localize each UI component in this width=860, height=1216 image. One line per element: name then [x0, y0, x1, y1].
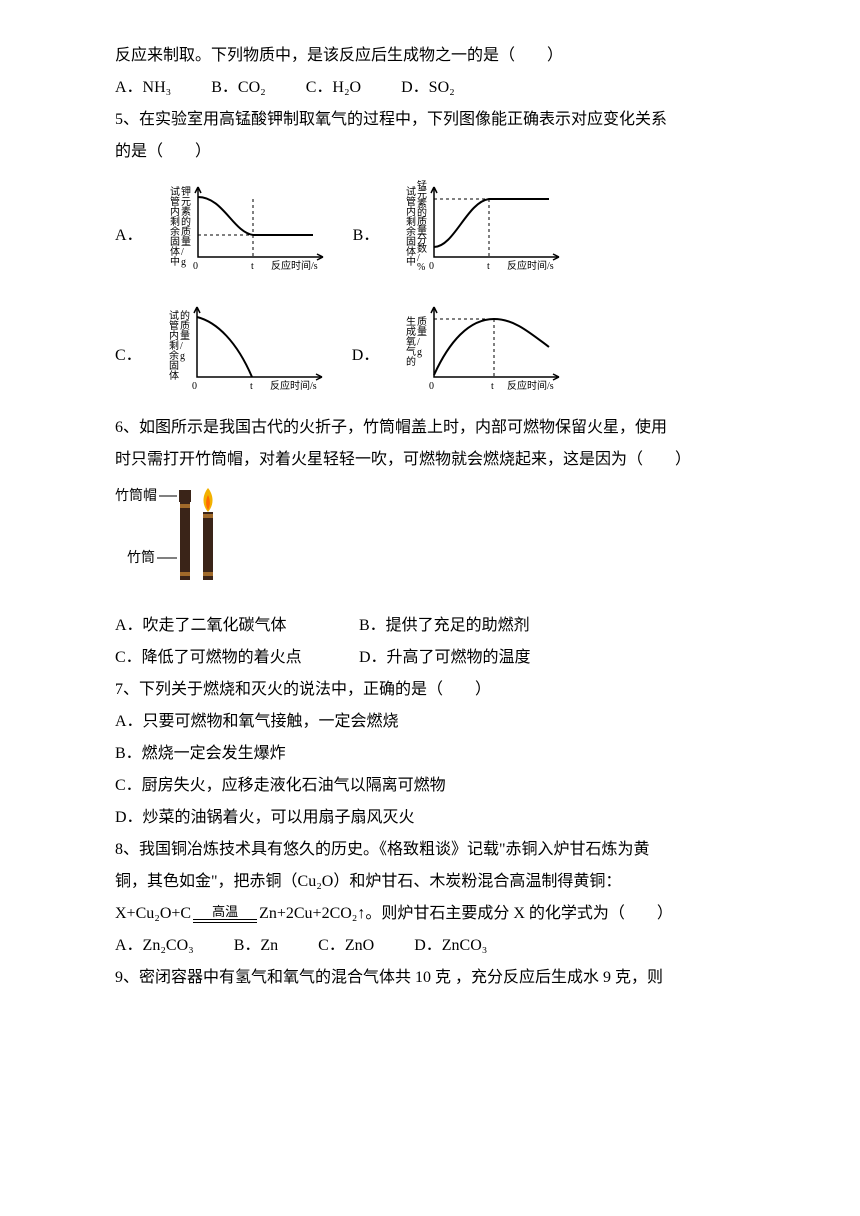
q8-stem-1: 8、我国铜冶炼技术具有悠久的历史。《格致粗谈》记载"赤铜入炉甘石炼为黄 [115, 834, 745, 866]
q5-row-2: C． 试管内剩余固体 的质量/g 0 t 反应时间/s D． 生成氧气的 质量/… [115, 292, 745, 402]
q5-chart-a-label: A． [115, 220, 143, 252]
q8-opt-b: B．Zn [234, 930, 278, 962]
q6-stem-1: 6、如图所示是我国古代的火折子，竹筒帽盖上时，内部可燃物保留火星，使用 [115, 412, 745, 444]
chart-b-ylabel2: 试管内剩余固体中 [406, 185, 416, 268]
q4-options: A．NH₃ B．CO₂ C．H₂O D．SO₂ [115, 72, 745, 104]
closed-cap [179, 490, 191, 502]
chart-d-curve [434, 319, 549, 375]
q8-opt-c: C．ZnO [318, 930, 374, 962]
q4-opt-a: A．NH₃ [115, 72, 171, 104]
q5-stem-1: 5、在实验室用高锰酸钾制取氧气的过程中，下列图像能正确表示对应变化关系 [115, 104, 745, 136]
chart-d-xlabel: 反应时间/s [507, 379, 554, 392]
chart-b-dash [434, 199, 489, 257]
open-band-1 [203, 514, 213, 518]
chart-d-dash [434, 319, 494, 377]
chart-arrows [194, 307, 322, 380]
open-band-2 [203, 572, 213, 576]
fig-tube-label: 竹筒 [127, 549, 155, 566]
fig-cap-label: 竹筒帽 [115, 487, 157, 504]
q6-opt-c: C．降低了可燃物的着火点 [115, 642, 355, 674]
q4-stem: 反应来制取。下列物质中，是该反应后生成物之一的是（ ） [115, 40, 745, 72]
q8-options: A．Zn₂CO₃ B．Zn C．ZnO D．ZnCO₃ [115, 930, 745, 962]
chart-origin: 0 [193, 261, 198, 272]
q8-opt-d: D．ZnCO₃ [414, 930, 487, 962]
q8-eq-condition: 高温 [193, 905, 257, 923]
closed-tube [180, 502, 190, 580]
chart-a-xlabel: 反应时间/s [271, 259, 318, 272]
q6-stem-2: 时只需打开竹筒帽，对着火星轻轻一吹，可燃物就会燃烧起来，这是因为（ ） [115, 444, 745, 476]
q5-chart-c-label: C． [115, 340, 142, 372]
chart-a-ylabel2: 试管内剩余固体中 [170, 185, 180, 268]
q5-row-1: A． 试管内剩余固体中 钾元素的质量/g 0 t 反应时间/s B． 试管内剩余… [115, 172, 745, 282]
q5-chart-d: 生成氧气的 质量/g 0 t 反应时间/s [399, 292, 569, 402]
chart-b-ylabel: 锰元素的质量分数/% [417, 179, 427, 273]
closed-band-1 [180, 504, 190, 508]
q4-opt-d: D．SO₂ [401, 72, 455, 104]
q5-chart-b: 试管内剩余固体中 锰元素的质量分数/% 0 t 反应时间/s [399, 172, 569, 282]
chart-arrows [195, 187, 323, 260]
chart-c-curve [197, 317, 252, 377]
chart-arrows [431, 187, 559, 260]
chart-t: t [250, 381, 253, 392]
chart-a-ylabel: 钾元素的质量/g [181, 185, 191, 268]
q7-opt-b: B．燃烧一定会发生爆炸 [115, 738, 745, 770]
q7-opt-d: D．炒菜的油锅着火，可以用扇子扇风灭火 [115, 802, 745, 834]
chart-b-curve [434, 199, 549, 247]
closed-band-2 [180, 572, 190, 576]
chart-d-ylabel: 质量/g [417, 316, 427, 358]
q6-opts-row1: A．吹走了二氧化碳气体 B．提供了充足的助燃剂 [115, 610, 745, 642]
q8-equation: X+Cu₂O+C高温Zn+2Cu+2CO₂↑。则炉甘石主要成分 X 的化学式为（… [115, 898, 745, 930]
chart-a-dash [198, 199, 253, 257]
chart-origin: 0 [429, 381, 434, 392]
q7-stem: 7、下列关于燃烧和灭火的说法中，正确的是（ ） [115, 674, 745, 706]
q8-opt-a: A．Zn₂CO₃ [115, 930, 194, 962]
q6-figure: 竹筒帽 竹筒 [115, 482, 745, 604]
chart-arrows [431, 307, 559, 380]
chart-d-ylabel2: 生成氧气的 [406, 315, 416, 368]
q6-opt-b: B．提供了充足的助燃剂 [359, 617, 530, 634]
chart-axes [197, 307, 322, 377]
q5-chart-c: 试管内剩余固体 的质量/g 0 t 反应时间/s [162, 292, 332, 402]
chart-c-ylabel: 的质量/g [180, 309, 190, 362]
q4-opt-c: C．H₂O [306, 72, 361, 104]
q8-eq-right: Zn+2Cu+2CO₂↑。则炉甘石主要成分 X 的化学式为（ ） [259, 905, 673, 922]
q5-chart-d-label: D． [352, 340, 380, 372]
chart-b-xlabel: 反应时间/s [507, 259, 554, 272]
chart-t: t [491, 381, 494, 392]
q7-opt-a: A．只要可燃物和氧气接触，一定会燃烧 [115, 706, 745, 738]
q6-opt-a: A．吹走了二氧化碳气体 [115, 610, 355, 642]
q8-stem-2: 铜，其色如金"，把赤铜（Cu₂O）和炉甘石、木炭粉混合高温制得黄铜： [115, 866, 745, 898]
q5-chart-a: 试管内剩余固体中 钾元素的质量/g 0 t 反应时间/s [163, 172, 333, 282]
q6-opt-d: D．升高了可燃物的温度 [359, 649, 531, 666]
chart-a-curve [198, 197, 313, 235]
q5-stem-2: 的是（ ） [115, 136, 745, 168]
open-tube [203, 512, 213, 580]
chart-origin: 0 [429, 261, 434, 272]
q9-stem: 9、密闭容器中有氢气和氧气的混合气体共 10 克 ，充分反应后生成水 9 克，则 [115, 962, 745, 994]
chart-t: t [251, 261, 254, 272]
q5-chart-b-label: B． [353, 220, 380, 252]
chart-axes [434, 187, 559, 257]
q7-opt-c: C．厨房失火，应移走液化石油气以隔离可燃物 [115, 770, 745, 802]
q4-opt-b: B．CO₂ [211, 72, 265, 104]
q8-eq-left: X+Cu₂O+C [115, 905, 191, 922]
chart-axes [198, 187, 323, 257]
q6-opts-row2: C．降低了可燃物的着火点 D．升高了可燃物的温度 [115, 642, 745, 674]
chart-t: t [487, 261, 490, 272]
chart-c-xlabel: 反应时间/s [270, 379, 317, 392]
chart-origin: 0 [192, 381, 197, 392]
chart-c-ylabel2: 试管内剩余固体 [169, 309, 179, 382]
